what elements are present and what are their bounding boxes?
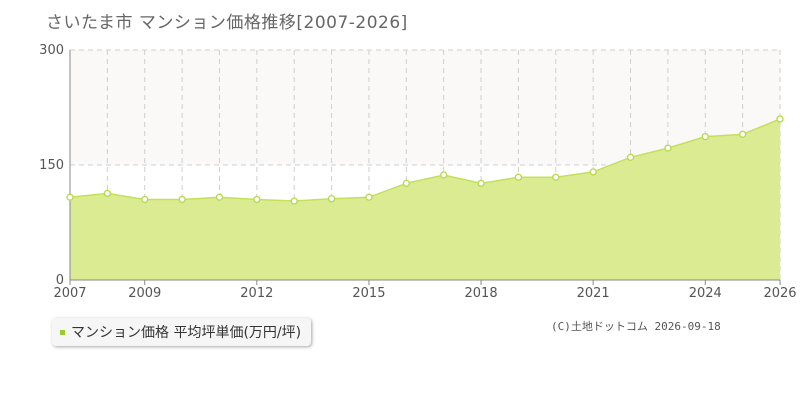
series-area bbox=[70, 119, 780, 280]
x-tick-label: 2007 bbox=[53, 286, 86, 301]
data-point bbox=[365, 193, 373, 201]
data-point bbox=[215, 193, 224, 201]
legend-label: マンション価格 平均坪単価(万円/坪) bbox=[71, 325, 302, 341]
plot-upper-band bbox=[70, 50, 780, 165]
data-point bbox=[589, 168, 597, 176]
data-point bbox=[626, 153, 635, 161]
data-point bbox=[402, 179, 410, 188]
y-tick-label: 150 bbox=[39, 158, 64, 173]
x-tick-label: 2012 bbox=[240, 286, 273, 301]
data-point bbox=[440, 171, 448, 179]
data-point bbox=[664, 144, 672, 152]
y-tick-label: 0 bbox=[56, 273, 64, 288]
data-point bbox=[66, 193, 74, 201]
legend: マンション価格 平均坪単価(万円/坪) bbox=[52, 318, 312, 346]
data-point bbox=[290, 197, 298, 205]
y-tick-label: 300 bbox=[39, 43, 64, 58]
x-tick-label: 2026 bbox=[763, 286, 796, 301]
x-tick-label: 2021 bbox=[577, 286, 610, 301]
data-point bbox=[178, 195, 186, 204]
copyright-text: (C)土地ドットコム 2026-09-18 bbox=[551, 320, 721, 333]
legend-swatch bbox=[60, 329, 65, 335]
data-point bbox=[552, 173, 560, 181]
x-tick-label: 2009 bbox=[128, 286, 161, 301]
data-point bbox=[253, 195, 261, 204]
data-point bbox=[327, 195, 336, 203]
data-point bbox=[738, 130, 747, 138]
data-point bbox=[103, 189, 112, 198]
x-tick-label: 2018 bbox=[465, 286, 498, 301]
data-point bbox=[701, 132, 709, 141]
data-point bbox=[141, 195, 149, 204]
data-point bbox=[514, 173, 523, 181]
x-tick-label: 2015 bbox=[352, 286, 385, 301]
data-point bbox=[776, 115, 784, 123]
chart-title: さいたま市 マンション価格推移[2007-2026] bbox=[46, 13, 408, 33]
series-line bbox=[69, 118, 781, 202]
data-point bbox=[477, 179, 485, 188]
x-tick-label: 2024 bbox=[689, 286, 722, 301]
